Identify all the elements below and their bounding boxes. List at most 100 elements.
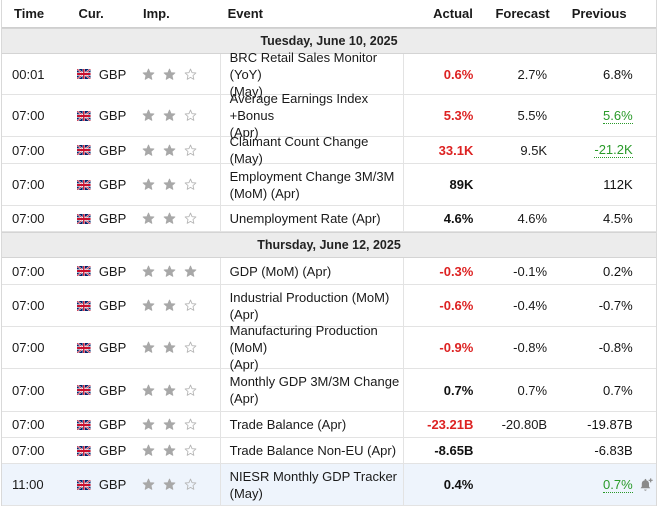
importance-rating <box>126 444 219 457</box>
event-name-line1[interactable]: GDP (MoM) (Apr) <box>229 263 332 279</box>
uk-flag-icon <box>77 385 91 395</box>
currency-code: GBP <box>98 443 127 458</box>
event-name[interactable]: Average Earnings Index +Bonus (Apr) <box>219 91 404 140</box>
forecast-value: 5.5% <box>517 108 548 123</box>
uk-flag-icon <box>77 179 91 190</box>
event-name[interactable]: BRC Retail Sales Monitor (YoY) (May) <box>219 50 404 99</box>
event-row[interactable]: 07:00 GBP Industrial Production (MoM) (Apr)… <box>2 285 656 327</box>
event-name-line1[interactable]: NIESR Monthly GDP Tracker <box>229 468 398 484</box>
header-previous[interactable]: Previous <box>571 6 627 21</box>
actual-value: -0.9% <box>439 340 474 355</box>
event-name[interactable]: Industrial Production (MoM) (Apr) <box>219 285 404 326</box>
event-name-line2[interactable]: (Apr) <box>229 125 259 140</box>
header-forecast[interactable]: Forecast <box>495 6 550 21</box>
bell-plus-icon[interactable] <box>638 477 654 493</box>
event-name[interactable]: Monthly GDP 3M/3M Change (Apr) <box>219 369 404 411</box>
event-name-line1[interactable]: Claimant Count Change (May) <box>229 134 369 166</box>
event-name-line1[interactable]: Trade Balance (Apr) <box>229 417 347 432</box>
event-row[interactable]: 07:00 GBP Employment Change 3M/3M (MoM) (Ap… <box>2 164 656 206</box>
event-name-line1[interactable]: Employment Change 3M/3M <box>229 168 395 184</box>
event-name-line2[interactable]: (May) <box>229 485 263 501</box>
forecast-value: 2.7% <box>517 66 548 82</box>
star-empty-icon <box>184 144 197 156</box>
event-name[interactable]: Claimant Count Change (May) <box>219 134 404 166</box>
event-name-line1[interactable]: Unemployment Rate (Apr) <box>229 211 381 226</box>
event-name-line1[interactable]: Industrial Production (MoM) <box>229 289 390 305</box>
event-name-line1[interactable]: Trade Balance Non-EU (Apr) <box>229 443 397 458</box>
event-name-line2[interactable]: (Apr) <box>229 306 259 322</box>
event-name[interactable]: NIESR Monthly GDP Tracker (May) <box>219 464 404 505</box>
forecast-value: 0.7% <box>517 382 548 398</box>
event-currency: GBP <box>62 264 126 279</box>
event-row[interactable]: 07:00 GBP Claimant Count Change (May) 33.1K… <box>2 134 656 166</box>
header-event[interactable]: Event <box>227 6 264 21</box>
event-row[interactable]: 07:00 GBP Manufacturing Production (MoM) (A… <box>2 323 656 372</box>
event-name-line1[interactable]: Average Earnings Index +Bonus <box>229 91 369 123</box>
previous-value-text: 0.7% <box>603 476 633 493</box>
event-time: 07:00 <box>12 177 45 192</box>
event-row[interactable]: 07:00 GBP Trade Balance Non-EU (Apr) -8.65B… <box>2 438 656 464</box>
forecast-value: -0.4% <box>513 298 548 313</box>
previous-value-text: 0.7% <box>603 382 633 398</box>
previous-value: 4.5% <box>561 211 637 226</box>
previous-value-text: 6.8% <box>603 66 633 82</box>
event-name-line2[interactable]: (May) <box>229 83 263 99</box>
event-currency: GBP <box>62 211 126 226</box>
importance-rating <box>126 384 219 397</box>
event-row[interactable]: 07:00 GBP Unemployment Rate (Apr) 4.6% 4.6% 4… <box>2 206 656 232</box>
event-row[interactable]: 11:00 GBP NIESR Monthly GDP Tracker (May) 0.… <box>2 464 656 506</box>
actual-value: -8.65B <box>434 443 474 458</box>
event-time: 11:00 <box>12 477 44 492</box>
header-importance[interactable]: Imp. <box>143 6 170 21</box>
uk-flag-icon <box>77 213 91 224</box>
star-empty-icon <box>184 299 197 311</box>
event-name-line1[interactable]: Manufacturing Production (MoM) <box>229 323 378 355</box>
event-name[interactable]: Manufacturing Production (MoM) (Apr) <box>219 323 404 372</box>
previous-value-text: 0.2% <box>603 263 633 279</box>
importance-rating <box>126 144 219 157</box>
star-filled-icon <box>163 444 176 456</box>
uk-flag-icon <box>77 266 91 276</box>
event-name-line1[interactable]: BRC Retail Sales Monitor (YoY) <box>229 49 378 82</box>
importance-rating <box>126 299 219 312</box>
star-filled-icon <box>163 478 176 490</box>
header-time[interactable]: Time <box>14 6 45 21</box>
event-name[interactable]: Unemployment Rate (Apr) <box>219 206 404 231</box>
currency-code: GBP <box>98 340 127 355</box>
forecast-value: -0.1% <box>513 263 548 279</box>
actual-value: -23.21B <box>427 417 474 432</box>
currency-code: GBP <box>98 211 127 226</box>
event-currency: GBP <box>62 477 126 492</box>
currency-code: GBP <box>98 298 127 313</box>
event-row[interactable]: 07:00 GBP Average Earnings Index +Bonus (Ap… <box>2 91 656 140</box>
date-group-header: Thursday, June 12, 2025 <box>2 232 656 258</box>
header-actual[interactable]: Actual <box>433 6 473 21</box>
forecast-value: -0.8% <box>513 340 548 355</box>
table-header: Time Cur. Imp. Event Actual Forecast Pre… <box>2 0 656 28</box>
event-row[interactable]: 07:00 GBP GDP (MoM) (Apr) -0.3% -0.1% 0.2% <box>2 258 656 285</box>
star-empty-icon <box>184 68 197 80</box>
uk-flag-icon <box>77 145 91 155</box>
actual-value: -0.3% <box>439 263 474 279</box>
event-currency: GBP <box>62 417 126 432</box>
event-row[interactable]: 00:01 GBP BRC Retail Sales Monitor (YoY) (M… <box>2 50 656 99</box>
event-row[interactable]: 07:00 GBP Monthly GDP 3M/3M Change (Apr) 0.7… <box>2 369 656 412</box>
event-currency: GBP <box>62 67 126 82</box>
event-name-line2[interactable]: (Apr) <box>229 357 259 372</box>
event-name-line2[interactable]: (Apr) <box>229 391 259 406</box>
previous-value: 0.2% <box>561 264 637 279</box>
event-time: 07:00 <box>12 443 45 458</box>
event-name[interactable]: Trade Balance (Apr) <box>219 412 404 437</box>
event-name[interactable]: Employment Change 3M/3M (MoM) (Apr) <box>219 164 404 205</box>
header-currency[interactable]: Cur. <box>78 6 104 21</box>
event-row[interactable]: 07:00 GBP Trade Balance (Apr) -23.21B -20.80… <box>2 412 656 438</box>
alert-cell <box>637 477 656 493</box>
event-name-line2[interactable]: (MoM) (Apr) <box>229 185 300 201</box>
previous-value-text: -19.87B <box>587 417 633 432</box>
event-name[interactable]: Trade Balance Non-EU (Apr) <box>219 438 404 463</box>
star-filled-icon <box>142 265 155 277</box>
event-name[interactable]: GDP (MoM) (Apr) <box>219 258 404 284</box>
star-filled-icon <box>142 444 155 456</box>
star-filled-icon <box>163 265 176 277</box>
event-name-line1[interactable]: Monthly GDP 3M/3M Change <box>229 374 400 389</box>
